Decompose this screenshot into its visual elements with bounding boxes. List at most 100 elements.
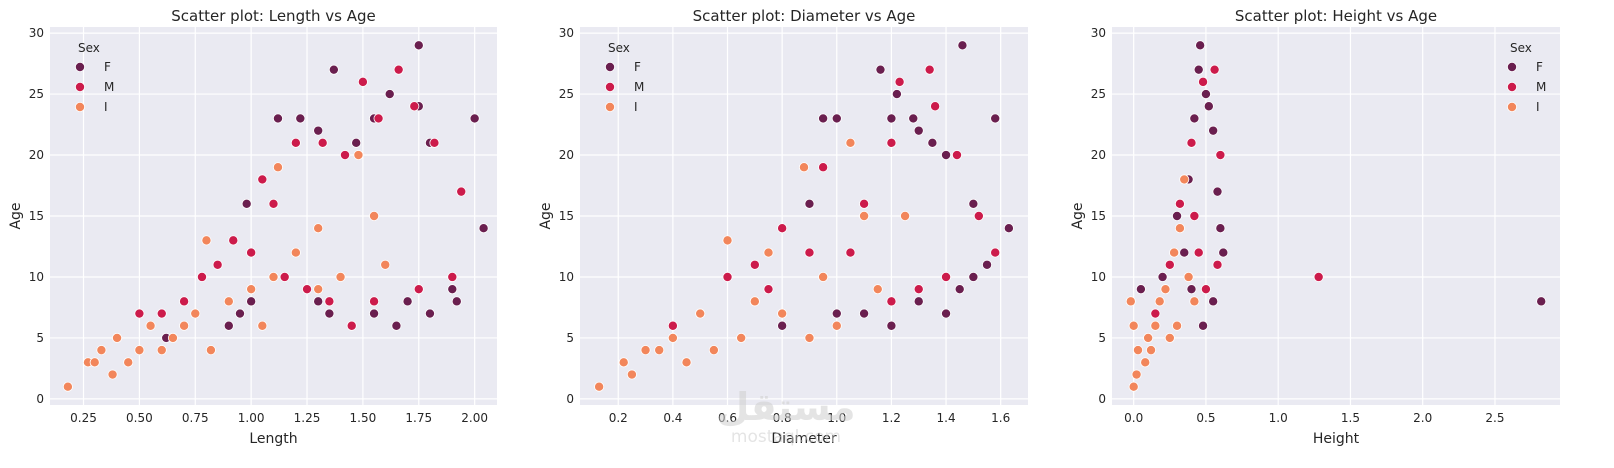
data-point-f: [968, 271, 979, 282]
data-point-i: [1128, 320, 1139, 331]
data-point-m: [845, 247, 856, 258]
data-point-i: [223, 296, 234, 307]
data-point-m: [894, 76, 905, 87]
x-tick-label: 1.00: [238, 411, 265, 425]
data-point-f: [1179, 247, 1190, 258]
data-point-i: [290, 247, 301, 258]
data-point-m: [212, 259, 223, 270]
data-point-i: [722, 235, 733, 246]
legend-marker-f: [1507, 62, 1518, 73]
data-point-i: [1164, 332, 1175, 343]
data-point-i: [695, 308, 706, 319]
data-point-i: [804, 332, 815, 343]
data-point-m: [749, 259, 760, 270]
x-tick-label: 0.50: [126, 411, 153, 425]
data-point-f: [1003, 223, 1014, 234]
data-point-i: [205, 345, 216, 356]
y-tick-label: 5: [566, 331, 574, 345]
data-point-f: [1218, 247, 1229, 258]
data-point-m: [930, 101, 941, 112]
chart-title: Scatter plot: Length vs Age: [171, 7, 375, 25]
y-tick-label: 30: [559, 26, 574, 40]
data-point-i: [667, 332, 678, 343]
data-point-m: [1186, 137, 1197, 148]
data-point-f: [391, 320, 402, 331]
data-point-i: [201, 235, 212, 246]
data-point-i: [845, 137, 856, 148]
data-point-i: [708, 345, 719, 356]
x-axis-label: Diameter: [771, 431, 837, 447]
data-point-i: [107, 369, 118, 380]
data-point-f: [469, 113, 480, 124]
y-axis-label: Age: [538, 202, 554, 229]
data-point-m: [859, 198, 870, 209]
data-point-m: [818, 162, 829, 173]
data-point-i: [62, 381, 73, 392]
data-point-m: [1193, 247, 1204, 258]
data-point-i: [1174, 223, 1185, 234]
x-tick-label: 2.5: [1485, 411, 1504, 425]
data-point-f: [1195, 40, 1206, 51]
data-point-m: [373, 113, 384, 124]
data-point-m: [196, 271, 207, 282]
data-point-i: [1169, 247, 1180, 258]
legend-label-m: M: [1536, 80, 1546, 94]
data-point-f: [954, 284, 965, 295]
data-point-i: [799, 162, 810, 173]
legend-label-f: F: [104, 60, 111, 74]
data-point-i: [1183, 271, 1194, 282]
data-point-i: [736, 332, 747, 343]
data-point-i: [749, 296, 760, 307]
data-point-i: [1128, 381, 1139, 392]
legend-marker-f: [75, 62, 86, 73]
y-tick-label: 25: [559, 87, 574, 101]
data-point-i: [268, 271, 279, 282]
data-point-f: [413, 40, 424, 51]
data-point-m: [777, 223, 788, 234]
data-point-i: [626, 369, 637, 380]
y-tick-label: 20: [1091, 148, 1106, 162]
data-point-f: [384, 89, 395, 100]
data-point-i: [272, 162, 283, 173]
data-point-i: [1146, 345, 1157, 356]
data-point-m: [667, 320, 678, 331]
data-point-m: [456, 186, 467, 197]
legend-title: Sex: [1510, 41, 1532, 55]
y-tick-label: 10: [1091, 270, 1106, 284]
data-point-m: [941, 271, 952, 282]
data-point-f: [886, 320, 897, 331]
data-point-f: [1172, 210, 1183, 221]
legend-title: Sex: [608, 41, 630, 55]
data-point-i: [1140, 357, 1151, 368]
x-axis-label: Height: [1313, 431, 1360, 447]
data-point-f: [957, 40, 968, 51]
chart-panel-2: 0.2 0.4 0.6 0.8 1.0 1.2 1.4 1.6 0 5 10 15 20 25 30 Scat…: [538, 7, 1028, 447]
chart-panel-3: 0.0 0.5 1.0 1.5 2.0 2.5 0 5 10 15 20 25 30 Scatter pl…: [1070, 7, 1560, 447]
y-tick-label: 15: [1091, 209, 1106, 223]
x-tick-label: 1.5: [1341, 411, 1360, 425]
x-tick-label: 0.4: [663, 411, 682, 425]
legend-label-f: F: [1536, 60, 1543, 74]
data-point-i: [190, 308, 201, 319]
data-point-i: [859, 210, 870, 221]
data-point-f: [1208, 296, 1219, 307]
data-point-f: [313, 125, 324, 136]
legend: Sex FMI: [1507, 41, 1546, 114]
y-tick-label: 10: [559, 270, 574, 284]
y-axis-label: Age: [1070, 202, 1086, 229]
data-point-f: [891, 89, 902, 100]
data-point-m: [990, 247, 1001, 258]
legend-marker-i: [605, 102, 616, 113]
data-point-i: [1131, 369, 1142, 380]
legend-marker-i: [1507, 102, 1518, 113]
data-point-m: [393, 64, 404, 75]
data-point-f: [913, 296, 924, 307]
data-point-f: [1157, 271, 1168, 282]
data-point-i: [872, 284, 883, 295]
data-point-f: [941, 308, 952, 319]
data-point-f: [478, 223, 489, 234]
data-point-f: [241, 198, 252, 209]
data-point-i: [96, 345, 107, 356]
data-point-f: [424, 308, 435, 319]
